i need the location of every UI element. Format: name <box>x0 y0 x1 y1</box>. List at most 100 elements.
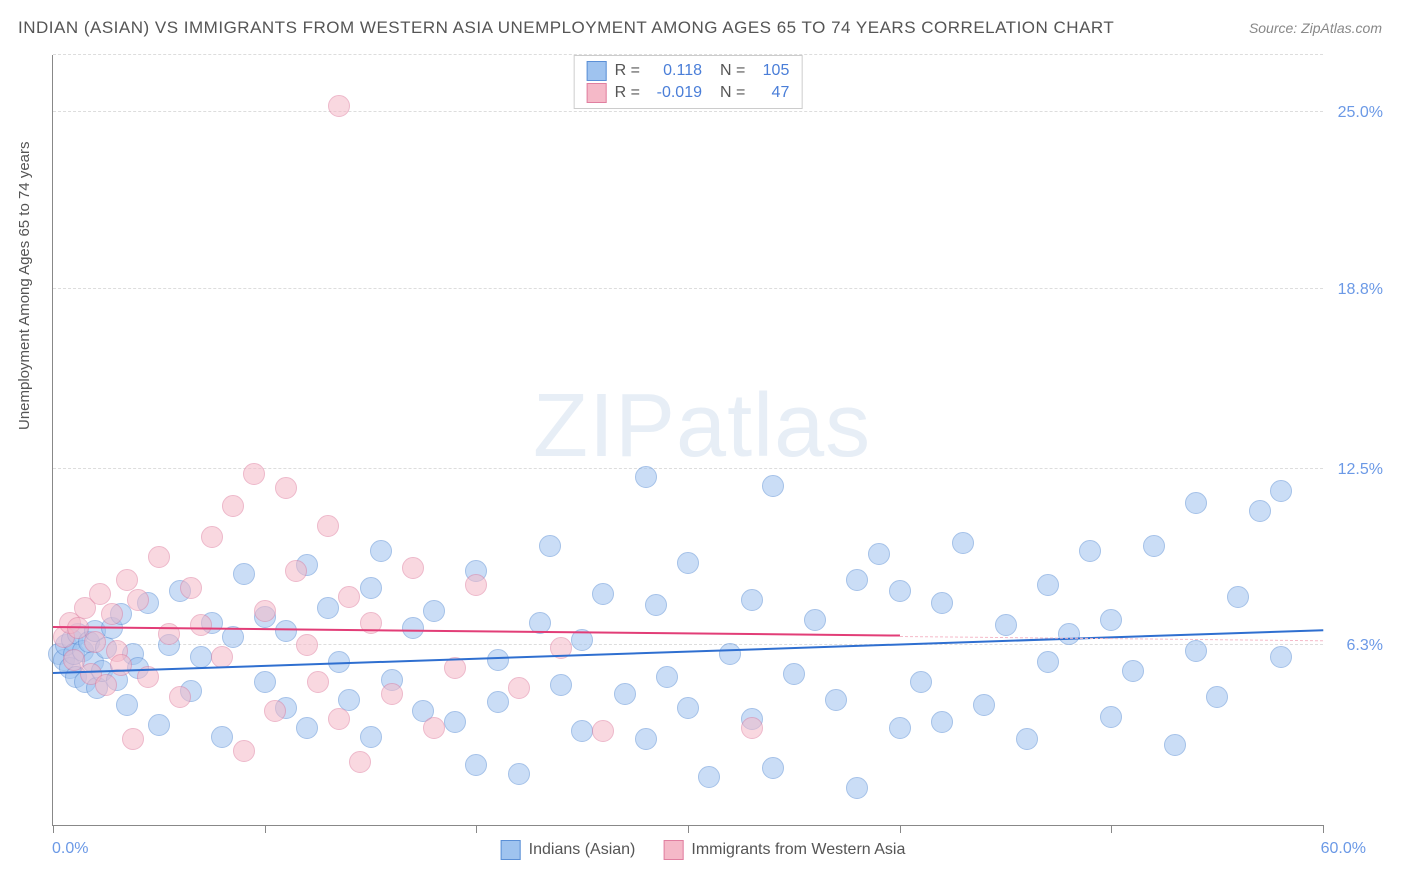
data-point <box>122 728 144 750</box>
data-point <box>307 671 329 693</box>
data-point <box>423 600 445 622</box>
x-tick <box>688 825 689 833</box>
legend-row: R =0.118N =105 <box>587 60 790 82</box>
data-point <box>995 614 1017 636</box>
data-point <box>571 720 593 742</box>
watermark: ZIPatlas <box>533 375 871 478</box>
data-point <box>783 663 805 685</box>
data-point <box>741 589 763 611</box>
data-point <box>360 577 382 599</box>
data-point <box>211 726 233 748</box>
data-point <box>243 463 265 485</box>
data-point <box>550 674 572 696</box>
data-point <box>1270 480 1292 502</box>
x-tick <box>53 825 54 833</box>
data-point <box>84 631 106 653</box>
data-point <box>264 700 286 722</box>
data-point <box>127 589 149 611</box>
data-point <box>254 671 276 693</box>
x-tick <box>265 825 266 833</box>
data-point <box>180 577 202 599</box>
data-point <box>254 600 276 622</box>
data-point <box>889 717 911 739</box>
data-point <box>148 546 170 568</box>
legend-row: R =-0.019N =47 <box>587 82 790 104</box>
x-tick <box>476 825 477 833</box>
data-point <box>1143 535 1165 557</box>
data-point <box>677 697 699 719</box>
data-point <box>116 569 138 591</box>
data-point <box>444 711 466 733</box>
data-point <box>1185 640 1207 662</box>
data-point <box>846 777 868 799</box>
data-point <box>190 646 212 668</box>
data-point <box>719 643 741 665</box>
data-point <box>487 691 509 713</box>
data-point <box>275 620 297 642</box>
data-point <box>1206 686 1228 708</box>
data-point <box>338 689 360 711</box>
data-point <box>635 728 657 750</box>
legend-r-value: 0.118 <box>648 60 702 82</box>
legend-swatch <box>587 83 607 103</box>
legend-r-label: R = <box>615 60 640 82</box>
chart-title: INDIAN (ASIAN) VS IMMIGRANTS FROM WESTER… <box>18 18 1114 38</box>
data-point <box>1227 586 1249 608</box>
data-point <box>338 586 360 608</box>
data-point <box>1037 574 1059 596</box>
watermark-b: atlas <box>676 376 871 476</box>
data-point <box>233 563 255 585</box>
y-tick-label: 18.8% <box>1338 281 1383 299</box>
data-point <box>868 543 890 565</box>
data-point <box>402 617 424 639</box>
x-min-label: 0.0% <box>52 840 88 858</box>
legend-swatch <box>663 840 683 860</box>
data-point <box>508 763 530 785</box>
legend-label: Indians (Asian) <box>529 841 636 859</box>
legend-n-label: N = <box>720 60 745 82</box>
data-point <box>116 694 138 716</box>
data-point <box>296 717 318 739</box>
series-legend: Indians (Asian) Immigrants from Western A… <box>501 840 906 860</box>
data-point <box>635 466 657 488</box>
grid-line <box>53 54 1323 55</box>
data-point <box>1037 651 1059 673</box>
data-point <box>349 751 371 773</box>
grid-line <box>53 644 1323 645</box>
y-tick-label: 12.5% <box>1338 461 1383 479</box>
watermark-a: ZIP <box>533 376 676 476</box>
data-point <box>190 614 212 636</box>
data-point <box>698 766 720 788</box>
data-point <box>1016 728 1038 750</box>
data-point <box>762 475 784 497</box>
legend-swatch <box>587 61 607 81</box>
data-point <box>148 714 170 736</box>
data-point <box>370 540 392 562</box>
data-point <box>328 95 350 117</box>
legend-item: Immigrants from Western Asia <box>663 840 905 860</box>
data-point <box>487 649 509 671</box>
data-point <box>285 560 307 582</box>
data-point <box>275 477 297 499</box>
data-point <box>1122 660 1144 682</box>
data-point <box>296 634 318 656</box>
data-point <box>233 740 255 762</box>
data-point <box>222 495 244 517</box>
data-point <box>317 515 339 537</box>
data-point <box>931 711 953 733</box>
data-point <box>741 717 763 739</box>
data-point <box>804 609 826 631</box>
x-tick <box>900 825 901 833</box>
data-point <box>508 677 530 699</box>
legend-r-value: -0.019 <box>648 82 702 104</box>
data-point <box>211 646 233 668</box>
chart-plot-area: ZIPatlas R =0.118N =105R =-0.019N =47 6.… <box>52 55 1323 826</box>
data-point <box>1100 706 1122 728</box>
data-point <box>889 580 911 602</box>
data-point <box>1270 646 1292 668</box>
data-point <box>931 592 953 614</box>
data-point <box>402 557 424 579</box>
data-point <box>614 683 636 705</box>
legend-swatch <box>501 840 521 860</box>
legend-label: Immigrants from Western Asia <box>691 841 905 859</box>
